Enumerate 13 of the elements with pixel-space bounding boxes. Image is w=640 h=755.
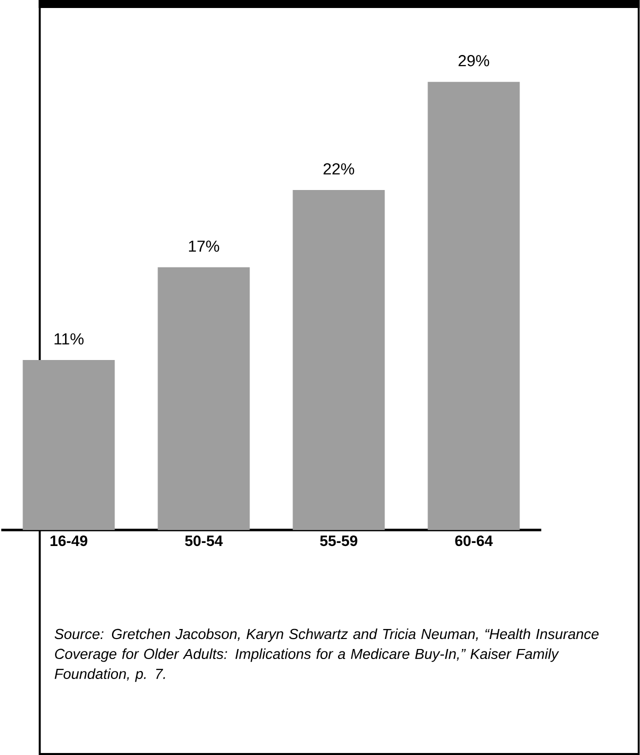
x-tick-label: 50-54 (185, 536, 223, 546)
data-label: 11% (54, 333, 84, 344)
data-label: 22% (324, 163, 354, 174)
x-tick-label: 55-59 (320, 536, 358, 546)
bar (292, 190, 385, 530)
data-label: 29% (458, 55, 490, 66)
data-label: 17% (189, 240, 220, 252)
source-note: Source: Gretchen Jacobson, Karyn Schwartz and Tricia Neuman, “Health Insurance Coverage for Older Adults: Implications for a Medicare Buy-In,” Kaiser Family Foundation, p. 7. (54, 628, 599, 682)
bar (428, 82, 520, 530)
bar (158, 267, 250, 530)
x-tick-label: 16-49 (50, 536, 88, 546)
x-tick-label: 60-64 (455, 536, 493, 546)
bar (22, 360, 115, 530)
